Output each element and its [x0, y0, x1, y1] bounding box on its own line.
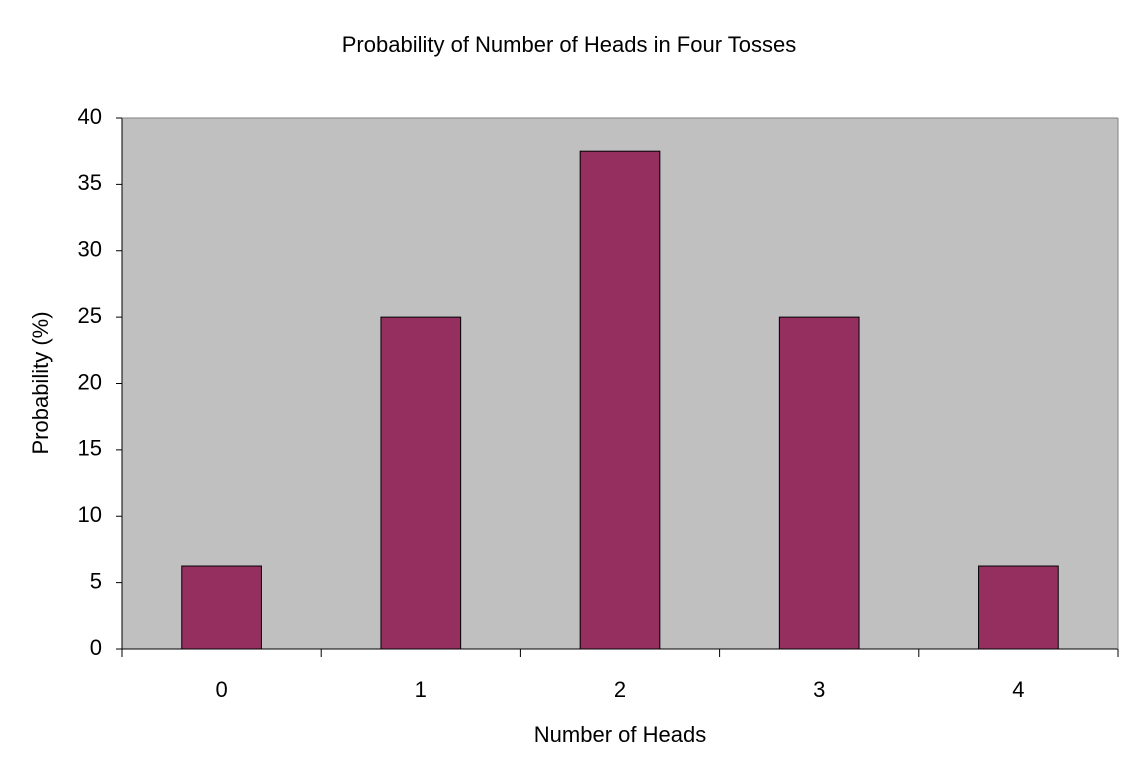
bar	[579, 150, 661, 650]
y-tick-label: 25	[78, 303, 102, 328]
y-tick-label: 40	[78, 104, 102, 129]
y-tick-label: 30	[78, 237, 102, 262]
x-tick-label: 3	[813, 677, 825, 702]
y-tick-label: 0	[90, 635, 102, 660]
chart-title: Probability of Number of Heads in Four T…	[342, 32, 796, 57]
y-tick-label: 35	[78, 170, 102, 195]
bar	[380, 316, 462, 650]
y-tick-label: 5	[90, 568, 102, 593]
y-axis-label: Probability (%)	[28, 311, 53, 454]
y-tick-label: 20	[78, 369, 102, 394]
bar	[778, 316, 860, 650]
x-tick-label: 2	[614, 677, 626, 702]
x-tick-label: 0	[215, 677, 227, 702]
x-axis-label: Number of Heads	[534, 722, 706, 747]
bar	[181, 565, 262, 650]
x-tick-label: 1	[415, 677, 427, 702]
y-tick-label: 15	[78, 436, 102, 461]
x-tick-label: 4	[1012, 677, 1024, 702]
bar	[978, 565, 1059, 650]
y-tick-label: 10	[78, 502, 102, 527]
